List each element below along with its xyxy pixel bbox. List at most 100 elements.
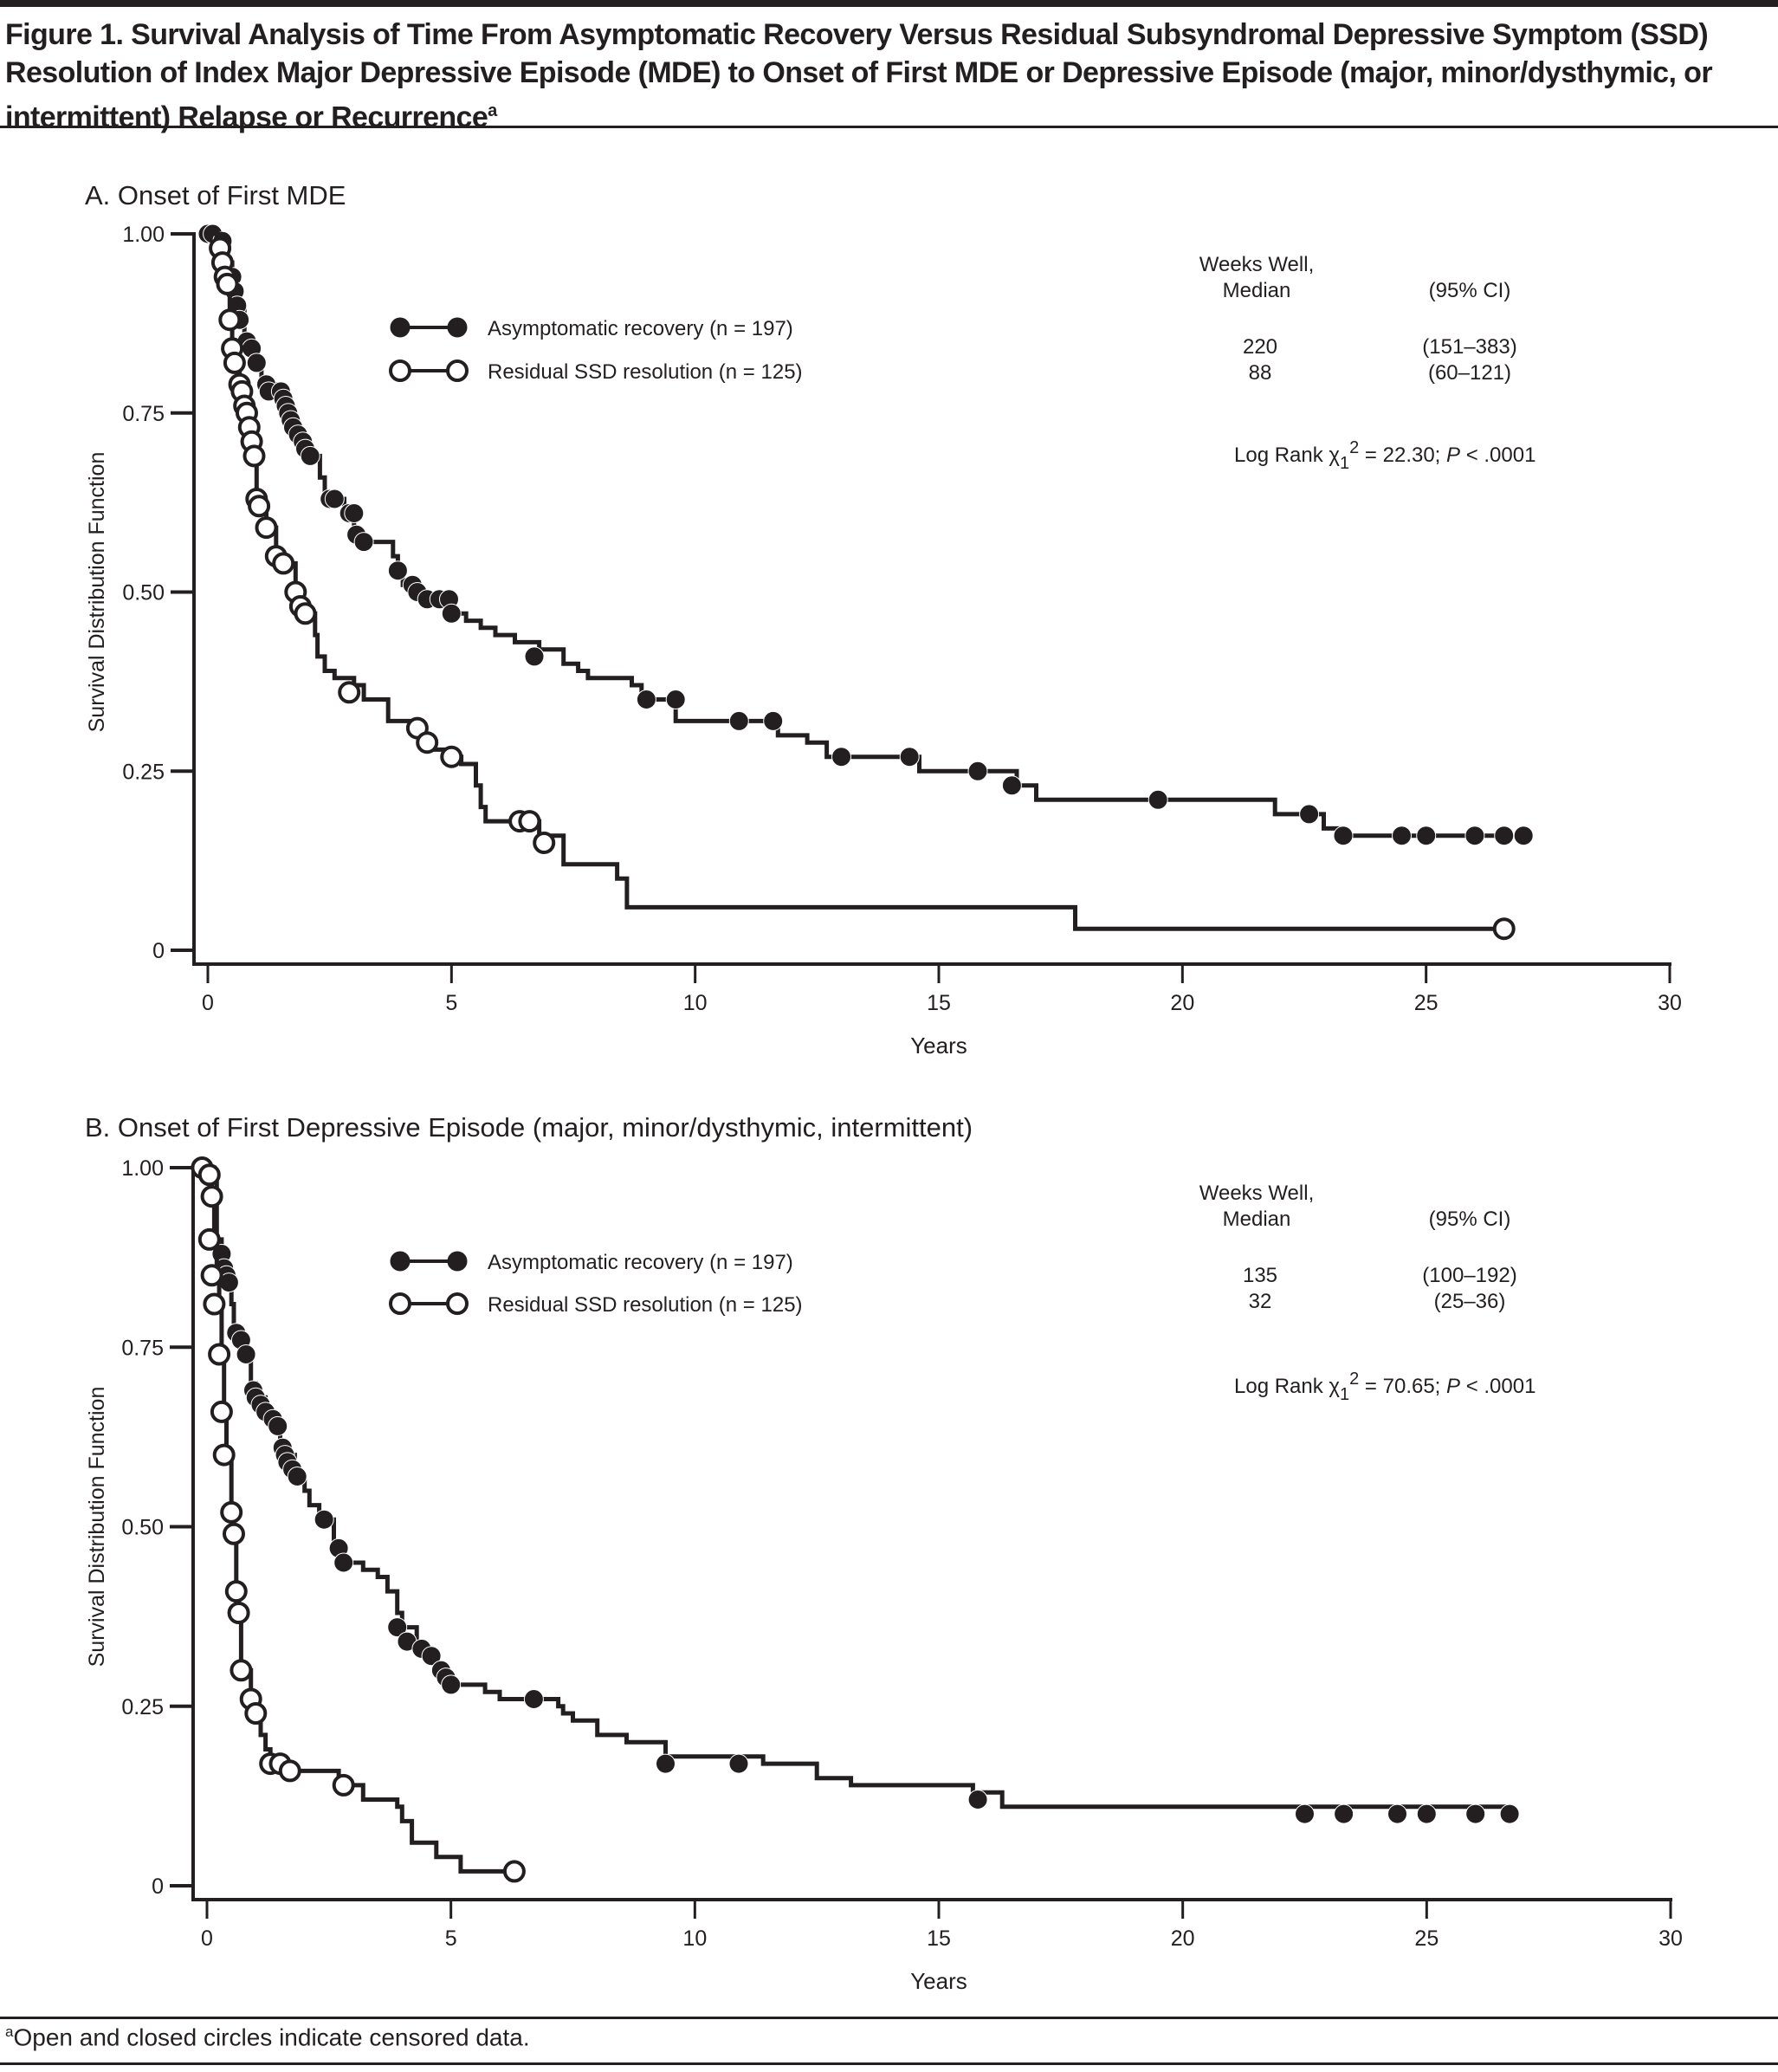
footnote: aOpen and closed circles indicate censor… [5, 2023, 530, 2051]
censored-point [636, 690, 656, 709]
stats-header-weeks: Weeks Well, [1199, 1182, 1314, 1205]
confidence-interval: (25–36) [1434, 1290, 1506, 1313]
censored-point [502, 1860, 526, 1883]
survival-step-line [202, 1165, 514, 1874]
footnote-text: Open and closed circles indicate censore… [13, 2023, 530, 2051]
censored-point [1148, 789, 1168, 810]
censored-point [255, 516, 278, 540]
y-tick-label: 0 [152, 939, 165, 963]
log-rank-part: 1 [1340, 1385, 1349, 1404]
y-tick-label: 1.00 [122, 223, 165, 247]
censored-point [441, 1674, 462, 1695]
legend-entry: Residual SSD resolution (n = 125) [389, 1292, 803, 1317]
censored-point [1416, 1803, 1437, 1824]
log-rank-part: 2 [1349, 1369, 1359, 1389]
censored-point [246, 353, 267, 373]
censored-point [242, 444, 266, 468]
stats-header-weeks: Weeks Well, [1199, 253, 1314, 276]
stats-header-median: Median [1223, 279, 1291, 302]
censored-point [230, 1659, 253, 1682]
log-rank-part: = 22.30; [1359, 444, 1446, 467]
y-tick-label: 1.00 [121, 1156, 164, 1181]
log-rank-part: < .0001 [1460, 444, 1536, 467]
y-tick-label: 0 [152, 1875, 164, 1899]
censored-point [1513, 826, 1534, 846]
censored-point [200, 1185, 223, 1208]
censored-point [197, 1163, 221, 1187]
censored-point [278, 1759, 301, 1783]
censored-point [332, 1773, 355, 1797]
median-weeks: 220 [1243, 335, 1277, 359]
censored-point [387, 560, 408, 581]
x-tick-label: 20 [1171, 1926, 1195, 1951]
figure-title-text: Figure 1. Survival Analysis of Time From… [5, 18, 1713, 134]
censored-point [1334, 1803, 1355, 1824]
log-rank-part: < .0001 [1460, 1375, 1536, 1398]
censored-point [665, 690, 686, 709]
y-axis-label: Survival Distribution Function [85, 1387, 109, 1667]
panel-title: A. Onset of First MDE [85, 180, 346, 210]
footnote-bottom-rule [0, 2062, 1778, 2065]
confidence-interval: (151–383) [1422, 335, 1516, 359]
x-axis-label: Years [910, 1968, 967, 1994]
log-rank-part: P [1446, 444, 1460, 467]
closed-circle-icon [390, 1251, 411, 1272]
censored-point [1465, 1803, 1486, 1824]
median-weeks: 88 [1249, 361, 1272, 385]
y-axis-label: Survival Distribution Function [85, 452, 109, 733]
censored-point [523, 1689, 544, 1709]
censored-point [208, 1343, 231, 1366]
censored-point [203, 1292, 226, 1316]
legend-entry: Asymptomatic recovery (n = 197) [390, 317, 793, 340]
censored-point [324, 489, 345, 509]
x-tick-label: 30 [1658, 1926, 1683, 1951]
y-tick-label: 0.50 [122, 581, 165, 605]
x-tick-label: 0 [202, 991, 214, 1015]
series-asymptomatic-recovery [207, 1165, 1520, 1824]
censored-point [300, 445, 320, 466]
footnote-top-rule [0, 2017, 1778, 2019]
censored-point [227, 1602, 250, 1624]
censored-point [1299, 804, 1320, 825]
censored-point [294, 602, 317, 625]
censored-point [1387, 1803, 1407, 1824]
x-tick-label: 15 [927, 991, 951, 1015]
censored-point [1492, 917, 1516, 941]
confidence-interval: (60–121) [1428, 361, 1511, 385]
legend-label: Residual SSD resolution (n = 125) [488, 360, 803, 384]
censored-point [353, 532, 374, 553]
censored-point [728, 1753, 749, 1774]
log-rank-part: 2 [1349, 438, 1359, 457]
closed-circle-icon [447, 317, 468, 338]
x-tick-label: 5 [445, 1926, 457, 1951]
censored-point [1499, 1803, 1520, 1824]
x-tick-label: 25 [1414, 991, 1439, 1015]
y-tick-label: 0.25 [122, 760, 165, 784]
censored-point [197, 1227, 221, 1251]
closed-circle-icon [447, 1251, 468, 1272]
y-tick-label: 0.75 [122, 402, 165, 426]
censored-point [416, 731, 439, 754]
series-residual-ssd [191, 1156, 526, 1883]
open-circle-icon [446, 1292, 469, 1315]
log-rank-stat: Log Rank χ12 = 70.65; P < .0001 [1234, 1369, 1536, 1404]
censored-point [224, 1580, 248, 1603]
censored-point [1001, 775, 1022, 796]
censored-point [524, 646, 545, 667]
x-tick-label: 15 [927, 1926, 951, 1951]
top-rule [0, 0, 1778, 7]
y-tick-label: 0.25 [121, 1695, 164, 1719]
censored-point [248, 495, 271, 518]
stats-header-ci: (95% CI) [1429, 279, 1511, 302]
footnote-marker: a [5, 2023, 14, 2040]
censored-point [223, 351, 246, 374]
median-weeks: 135 [1243, 1264, 1277, 1287]
censored-point [287, 1467, 307, 1486]
title-bottom-rule [0, 126, 1778, 128]
censored-point [268, 1415, 288, 1436]
censored-point [200, 1264, 223, 1287]
censored-point [967, 761, 988, 781]
censored-point [1416, 826, 1437, 846]
censored-point [728, 710, 749, 731]
